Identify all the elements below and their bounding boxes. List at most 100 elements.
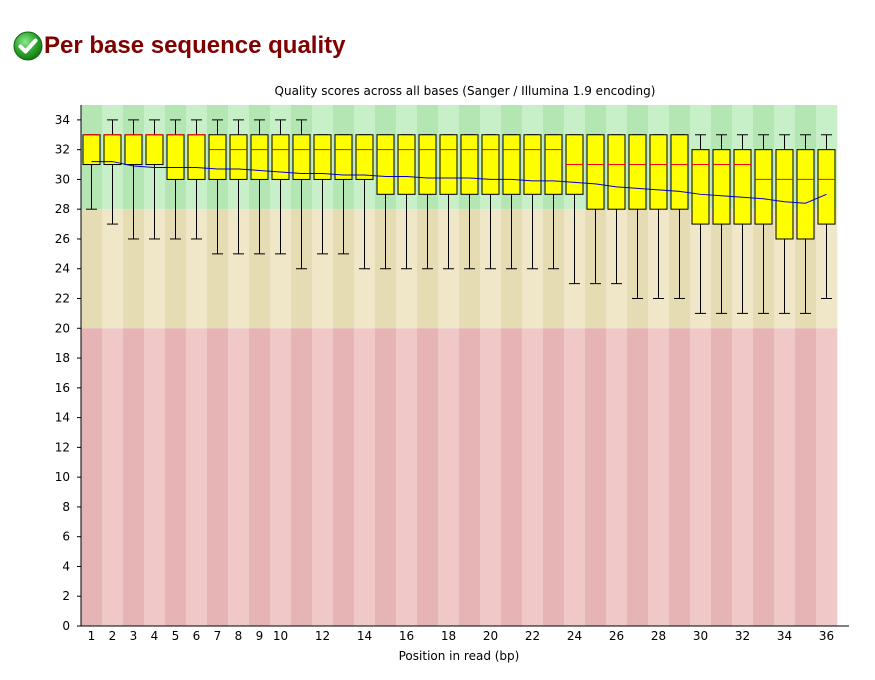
- iqr-box: [397, 134, 416, 195]
- x-tick-label: 34: [777, 629, 792, 643]
- y-tick-label: 4: [62, 559, 70, 573]
- iqr-box: [187, 134, 206, 180]
- box-18: [439, 134, 458, 270]
- x-axis-label: Position in read (bp): [399, 649, 520, 663]
- zone-band: [228, 328, 250, 626]
- x-tick-label: 1: [88, 629, 96, 643]
- x-tick-label: 3: [130, 629, 138, 643]
- iqr-box: [208, 134, 227, 180]
- zone-band: [270, 209, 292, 329]
- box-3: [124, 119, 143, 240]
- x-tick-label: 6: [193, 629, 201, 643]
- zone-band: [270, 328, 292, 626]
- box-11: [292, 119, 311, 270]
- iqr-box: [817, 149, 836, 225]
- zone-band: [753, 328, 775, 626]
- iqr-box: [145, 134, 164, 166]
- box-16: [397, 134, 416, 270]
- zone-band: [522, 328, 544, 626]
- box-24: [565, 134, 584, 285]
- box-27: [628, 134, 647, 300]
- y-tick-label: 8: [62, 500, 70, 514]
- zone-band: [627, 328, 649, 626]
- box-4: [145, 119, 164, 240]
- zone-band: [396, 328, 418, 626]
- iqr-box: [292, 134, 311, 180]
- iqr-box: [796, 149, 815, 240]
- page-title: Per base sequence quality: [44, 32, 346, 59]
- section-header: Per base sequence quality: [12, 26, 345, 66]
- iqr-box: [775, 149, 794, 240]
- zone-band: [81, 209, 103, 329]
- box-14: [355, 134, 374, 270]
- x-tick-label: 24: [567, 629, 582, 643]
- box-34: [775, 134, 794, 314]
- box-12: [313, 134, 332, 255]
- y-tick-label: 34: [55, 113, 70, 127]
- box-plots: [82, 119, 836, 314]
- zone-band: [354, 328, 376, 626]
- zone-band: [102, 328, 124, 626]
- x-tick-label: 7: [214, 629, 222, 643]
- box-23: [544, 134, 563, 270]
- box-8: [229, 119, 248, 255]
- box-30: [691, 134, 710, 314]
- zone-band: [648, 328, 670, 626]
- iqr-box: [103, 134, 122, 166]
- iqr-box: [460, 134, 479, 195]
- y-tick-label: 26: [55, 232, 70, 246]
- zone-band: [333, 209, 355, 329]
- zone-band: [102, 209, 124, 329]
- zone-band: [291, 328, 313, 626]
- iqr-box: [691, 149, 710, 225]
- box-33: [754, 134, 773, 314]
- x-tick-label: 2: [109, 629, 117, 643]
- x-tick-label: 5: [172, 629, 180, 643]
- box-22: [523, 134, 542, 270]
- iqr-box: [418, 134, 437, 195]
- box-31: [712, 134, 731, 314]
- box-26: [607, 134, 626, 285]
- box-35: [796, 134, 815, 314]
- iqr-box: [166, 134, 185, 180]
- iqr-box: [670, 134, 689, 210]
- box-19: [460, 134, 479, 270]
- y-tick-label: 32: [55, 143, 70, 157]
- iqr-box: [733, 149, 752, 225]
- zone-band: [249, 328, 271, 626]
- zone-band: [564, 328, 586, 626]
- iqr-box: [250, 134, 269, 180]
- box-17: [418, 134, 437, 270]
- x-tick-label: 36: [819, 629, 834, 643]
- y-tick-label: 14: [55, 411, 70, 425]
- iqr-box: [481, 134, 500, 195]
- x-tick-label: 12: [315, 629, 330, 643]
- zone-band: [81, 328, 103, 626]
- iqr-box: [271, 134, 290, 180]
- box-36: [817, 134, 836, 300]
- x-tick-label: 14: [357, 629, 372, 643]
- iqr-box: [586, 134, 605, 210]
- box-5: [166, 119, 185, 240]
- y-tick-label: 20: [55, 321, 70, 335]
- y-tick-label: 22: [55, 292, 70, 306]
- box-25: [586, 134, 605, 285]
- y-tick-label: 12: [55, 440, 70, 454]
- iqr-box: [229, 134, 248, 180]
- zone-band: [144, 328, 166, 626]
- zone-band: [795, 328, 817, 626]
- x-tick-label: 18: [441, 629, 456, 643]
- x-tick-label: 22: [525, 629, 540, 643]
- zone-band: [312, 209, 334, 329]
- zone-band: [123, 328, 145, 626]
- zone-band: [312, 328, 334, 626]
- zone-band: [816, 328, 838, 626]
- iqr-box: [628, 134, 647, 210]
- iqr-box: [334, 134, 353, 180]
- chart-title: Quality scores across all bases (Sanger …: [275, 84, 656, 98]
- iqr-box: [712, 149, 731, 225]
- y-tick-label: 6: [62, 530, 70, 544]
- zone-band: [207, 209, 229, 329]
- x-tick-label: 26: [609, 629, 624, 643]
